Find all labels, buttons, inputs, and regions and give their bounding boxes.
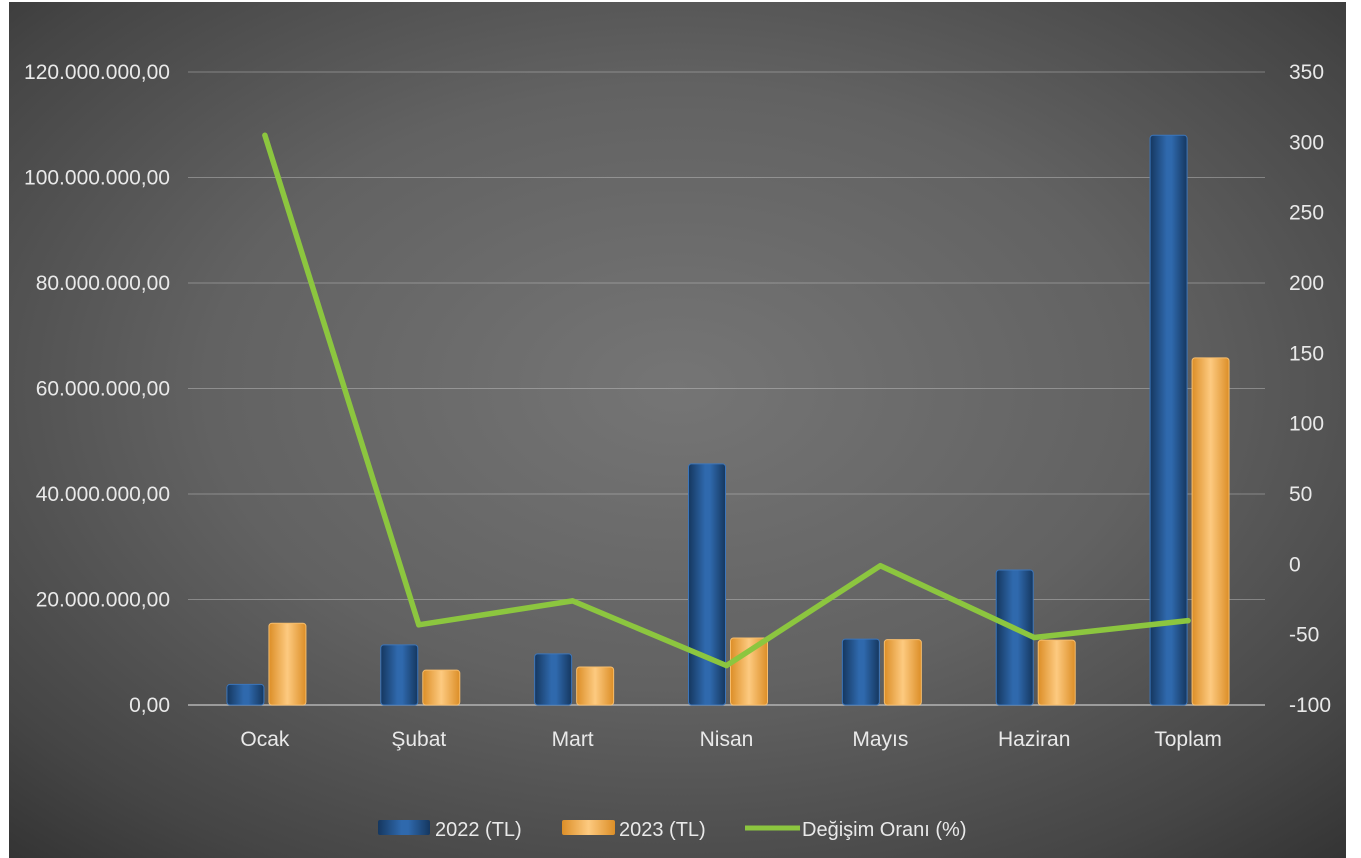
y-right-tick-label: 300 — [1289, 131, 1324, 154]
bar-2023-tl-subat — [422, 669, 461, 706]
bar-2023-tl-ocak — [268, 622, 307, 706]
bar-2022-tl-toplam — [1149, 134, 1188, 706]
bar-2022-tl-mayis — [841, 638, 880, 706]
legend-item-2023: 2023 (TL) — [562, 819, 706, 841]
category-label-subat: Şubat — [391, 728, 446, 751]
y-right-tick-label: 50 — [1289, 483, 1312, 506]
legend-item-2022: 2022 (TL) — [378, 819, 522, 841]
legend-swatch-2023 — [562, 820, 615, 835]
y-left-tick-label: 40.000.000,00 — [36, 483, 170, 506]
category-label-mart: Mart — [552, 728, 594, 751]
y-right-tick-label: -100 — [1289, 694, 1331, 717]
y-left-tick-label: 20.000.000,00 — [36, 589, 170, 612]
category-label-haziran: Haziran — [998, 728, 1070, 751]
legend-item-change-rate: Değişim Oranı (%) — [745, 819, 966, 841]
category-label-ocak: Ocak — [240, 728, 290, 751]
y-right-tick-label: 250 — [1289, 202, 1324, 225]
line-point-haziran — [1031, 634, 1037, 641]
category-label-mayis: Mayıs — [852, 728, 908, 751]
y-axis-left: 0,00 20.000.000,00 40.000.000,00 60.000.000… — [24, 61, 170, 717]
bar-2022-tl-mart — [534, 653, 573, 706]
x-axis: Ocak Şubat Mart Nisan Mayıs Haziran Toplam — [188, 704, 1265, 751]
line-point-subat — [416, 622, 422, 628]
bar-2022-tl-ocak — [226, 683, 265, 706]
bar-2023-tl-toplam — [1191, 357, 1230, 706]
y-right-tick-label: 100 — [1289, 413, 1324, 436]
y-axis-right: -100 -50 0 50 100 150 200 250 300 350 — [1289, 61, 1331, 717]
bar-2023-tl-haziran — [1037, 639, 1076, 706]
y-right-tick-label: 350 — [1289, 61, 1324, 84]
y-right-tick-label: 200 — [1289, 272, 1324, 295]
change-rate-line — [262, 132, 1191, 669]
category-label-toplam: Toplam — [1154, 728, 1222, 751]
y-left-tick-label: 60.000.000,00 — [36, 378, 170, 401]
bar-2023-tl-mart — [576, 666, 615, 706]
line-point-toplam — [1185, 618, 1191, 624]
legend-label-2022: 2022 (TL) — [435, 819, 522, 841]
category-label-nisan: Nisan — [700, 728, 754, 751]
y-right-tick-label: 150 — [1289, 342, 1324, 365]
legend: 2022 (TL) 2023 (TL) Değişim Oranı (%) — [378, 819, 966, 841]
bar-2022-tl-nisan — [688, 463, 726, 706]
line-point-mart — [570, 598, 576, 604]
legend-label-change-rate: Değişim Oranı (%) — [802, 819, 966, 841]
gridlines — [188, 71, 1265, 600]
y-left-tick-label: 0,00 — [129, 694, 170, 717]
y-left-tick-label: 120.000.000,00 — [24, 61, 170, 84]
legend-label-2023: 2023 (TL) — [619, 819, 706, 841]
line-point-mayis — [877, 563, 883, 569]
bar-2023-tl-mayis — [883, 639, 922, 706]
bars — [226, 134, 1230, 706]
legend-swatch-2022 — [378, 820, 430, 835]
chart-background — [9, 2, 1346, 858]
line-point-ocak — [262, 132, 268, 138]
bar-2022-tl-subat — [380, 644, 419, 706]
y-left-tick-label: 100.000.000,00 — [24, 167, 170, 190]
y-right-tick-label: -50 — [1289, 624, 1319, 647]
y-right-tick-label: 0 — [1289, 553, 1301, 576]
y-left-tick-label: 80.000.000,00 — [36, 272, 170, 295]
line-point-nisan — [723, 663, 730, 669]
